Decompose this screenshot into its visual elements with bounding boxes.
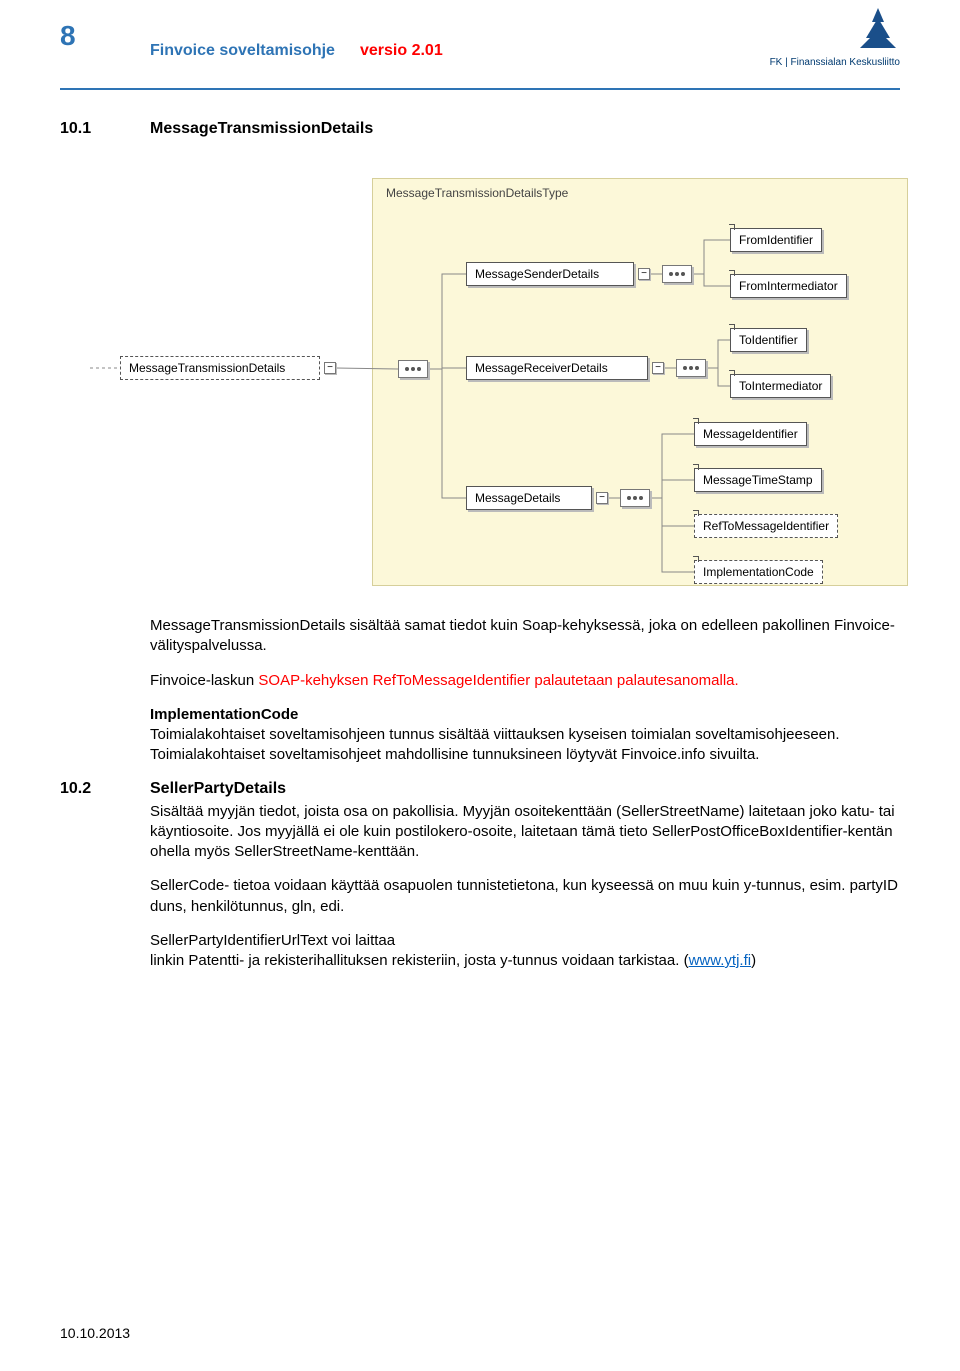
expand-icon: − (638, 268, 650, 280)
ytj-link[interactable]: www.ytj.fi (689, 952, 752, 969)
paragraph: ImplementationCode Toimialakohtaiset sov… (150, 705, 900, 766)
expand-icon: − (652, 362, 664, 374)
sequence-icon (398, 360, 428, 378)
schema-type-label: MessageTransmissionDetailsType (386, 186, 568, 200)
highlighted-text: SOAP-kehyksen RefToMessageIdentifier pal… (258, 672, 738, 689)
schema-leaf-node: ImplementationCode (694, 560, 823, 584)
section-10-2-body: Sisältää myyjän tiedot, joista osa on pa… (150, 802, 900, 972)
paragraph: SellerPartyIdentifierUrlText voi laittaa… (150, 931, 900, 972)
org-name: FK | Finanssialan Keskusliitto (770, 57, 900, 68)
schema-node: MessageSenderDetails (466, 262, 634, 286)
expand-icon: − (324, 362, 336, 374)
xml-schema-diagram: MessageTransmissionDetailsType MessageTra… (90, 156, 900, 596)
schema-node: MessageDetails (466, 486, 592, 510)
sequence-icon (662, 265, 692, 283)
schema-node: MessageReceiverDetails (466, 356, 648, 380)
section-title: MessageTransmissionDetails (150, 120, 373, 138)
page-number: 8 (60, 20, 76, 52)
term: ImplementationCode (150, 706, 298, 723)
section-title: SellerPartyDetails (150, 780, 286, 798)
triangle-icon (856, 8, 900, 53)
section-heading-10-1: 10.1 MessageTransmissionDetails (60, 120, 900, 138)
schema-leaf-node: ToIntermediator (730, 374, 831, 398)
schema-leaf-node: RefToMessageIdentifier (694, 514, 838, 538)
org-logo: FK | Finanssialan Keskusliitto (770, 8, 900, 68)
document-title: Finvoice soveltamisohje (150, 42, 335, 60)
section-number: 10.1 (60, 120, 150, 138)
sequence-icon (676, 359, 706, 377)
page-header: 8 Finvoice soveltamisohje versio 2.01 FK… (60, 0, 900, 90)
schema-leaf-node: FromIdentifier (730, 228, 822, 252)
schema-root-node: MessageTransmissionDetails (120, 356, 320, 380)
expand-icon: − (596, 492, 608, 504)
paragraph: Sisältää myyjän tiedot, joista osa on pa… (150, 802, 900, 863)
schema-leaf-node: ToIdentifier (730, 328, 807, 352)
schema-leaf-node: MessageIdentifier (694, 422, 807, 446)
section-10-1-body: MessageTransmissionDetails sisältää sama… (150, 616, 900, 766)
paragraph: MessageTransmissionDetails sisältää sama… (150, 616, 900, 657)
sequence-icon (620, 489, 650, 507)
section-number: 10.2 (60, 780, 150, 798)
schema-leaf-node: FromIntermediator (730, 274, 847, 298)
section-heading-10-2: 10.2 SellerPartyDetails (60, 780, 900, 798)
footer-date: 10.10.2013 (60, 1325, 130, 1341)
paragraph: Finvoice-laskun SOAP-kehyksen RefToMessa… (150, 671, 900, 691)
schema-leaf-node: MessageTimeStamp (694, 468, 822, 492)
paragraph: SellerCode- tietoa voidaan käyttää osapu… (150, 876, 900, 917)
page-content: 10.1 MessageTransmissionDetails MessageT… (0, 90, 960, 971)
document-version: versio 2.01 (360, 42, 443, 60)
